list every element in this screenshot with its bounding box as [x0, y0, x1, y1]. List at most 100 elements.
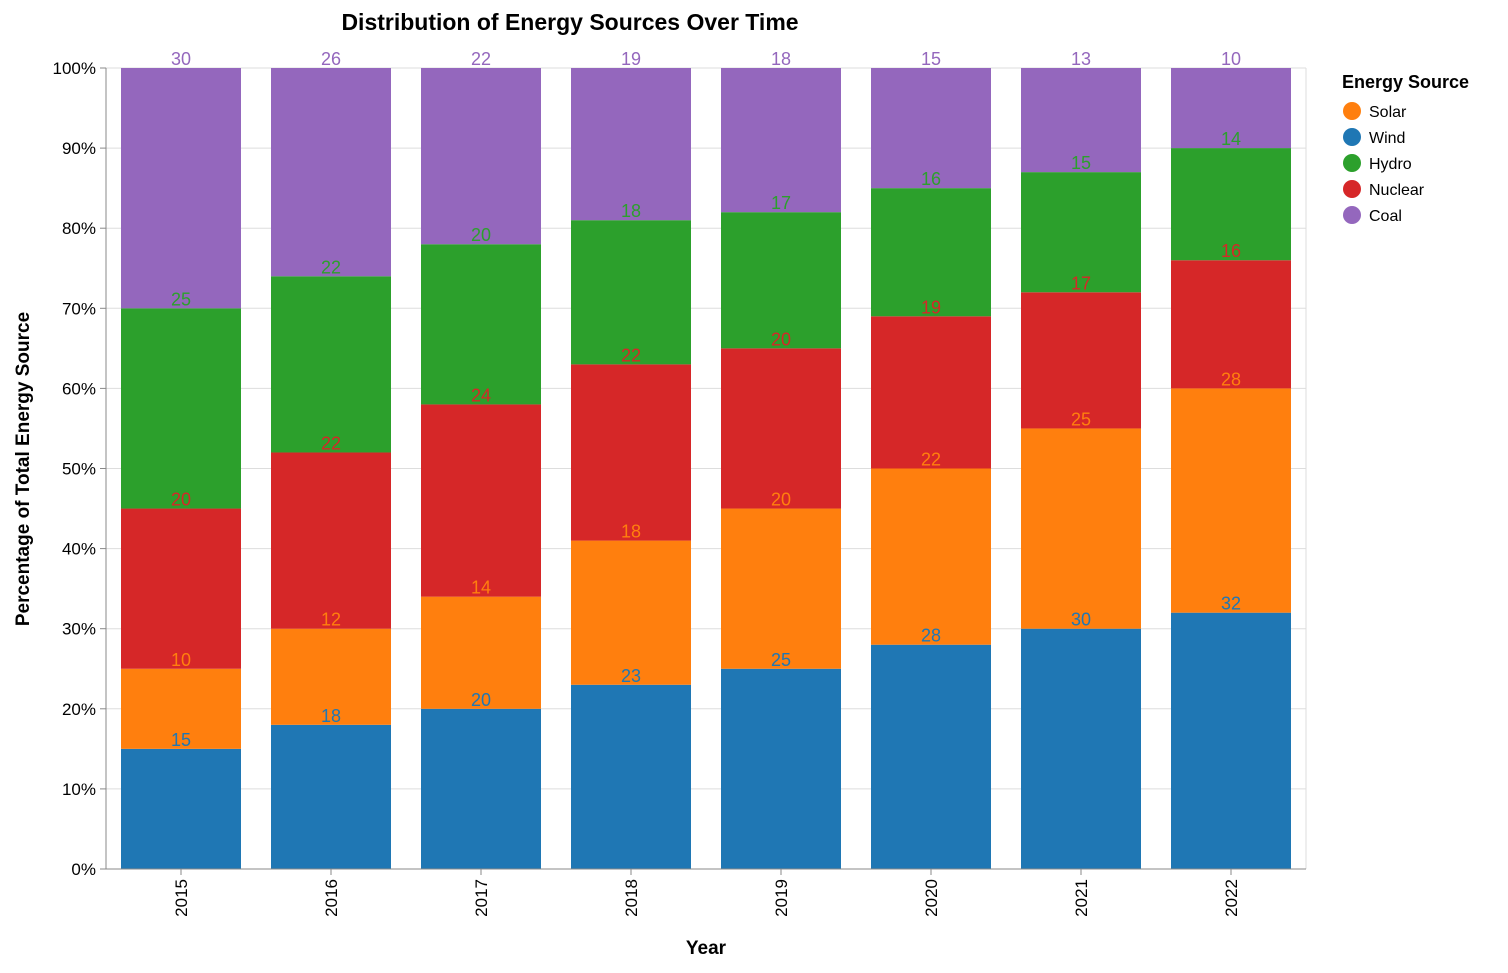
data-label-solar-2021: 25 — [1071, 409, 1091, 429]
x-tick-label: 2017 — [472, 879, 491, 917]
data-label-hydro-2020: 16 — [921, 169, 941, 189]
bar-segment-hydro-2015 — [121, 308, 241, 509]
bar-segment-wind-2019 — [721, 668, 841, 869]
x-tick-label: 2021 — [1072, 879, 1091, 917]
bar-segment-wind-2021 — [1021, 628, 1141, 869]
legend-label-hydro: Hydro — [1369, 156, 1412, 173]
data-label-wind-2019: 25 — [771, 650, 791, 670]
data-label-solar-2018: 18 — [621, 522, 641, 542]
data-label-wind-2020: 28 — [921, 626, 941, 646]
bar-segment-nuclear-2017 — [421, 404, 541, 597]
data-label-coal-2015: 30 — [171, 49, 191, 69]
bar-segment-hydro-2018 — [571, 220, 691, 365]
legend-label-coal: Coal — [1369, 208, 1402, 225]
x-tick-label: 2018 — [622, 879, 641, 917]
bar-segment-solar-2020 — [871, 468, 991, 645]
data-label-solar-2015: 10 — [171, 650, 191, 670]
data-label-nuclear-2015: 20 — [171, 490, 191, 510]
data-label-coal-2017: 22 — [471, 49, 491, 69]
data-label-nuclear-2021: 17 — [1071, 273, 1091, 293]
data-label-solar-2016: 12 — [321, 610, 341, 630]
y-tick-label: 10% — [62, 780, 96, 799]
x-axis-title: Year — [686, 938, 727, 959]
data-label-nuclear-2020: 19 — [921, 297, 941, 317]
data-label-coal-2016: 26 — [321, 49, 341, 69]
bar-segment-solar-2022 — [1171, 388, 1291, 613]
y-tick-label: 30% — [62, 620, 96, 639]
data-label-solar-2022: 28 — [1221, 369, 1241, 389]
bar-segment-coal-2017 — [421, 68, 541, 245]
y-tick-label: 90% — [62, 139, 96, 158]
legend-title: Energy Source — [1342, 72, 1469, 92]
data-label-hydro-2016: 22 — [321, 257, 341, 277]
chart-title: Distribution of Energy Sources Over Time — [341, 9, 798, 35]
data-labels-layer: 15 10 20 25 30 18 12 22 22 26 20 14 24 20 22 23 18 22 18 19… — [171, 49, 1241, 750]
data-label-coal-2018: 19 — [621, 49, 641, 69]
y-tick-label: 60% — [62, 379, 96, 398]
bar-segment-wind-2018 — [571, 684, 691, 869]
data-label-hydro-2019: 17 — [771, 193, 791, 213]
bar-segment-wind-2020 — [871, 644, 991, 869]
x-tick-label: 2019 — [772, 879, 791, 917]
data-label-wind-2015: 15 — [171, 730, 191, 750]
bar-segment-solar-2021 — [1021, 428, 1141, 629]
bar-segment-hydro-2016 — [271, 276, 391, 453]
bar-segment-coal-2016 — [271, 68, 391, 277]
data-label-hydro-2018: 18 — [621, 201, 641, 221]
data-label-wind-2021: 30 — [1071, 610, 1091, 630]
bar-segment-hydro-2022 — [1171, 148, 1291, 261]
bar-segment-nuclear-2020 — [871, 316, 991, 469]
axes-layer: 0%10%20%30%40%50%60%70%80%90%100%2015 201… — [53, 59, 1306, 917]
bar-segment-solar-2018 — [571, 540, 691, 685]
y-tick-label: 20% — [62, 700, 96, 719]
legend: Energy Source Solar Wind Hydro Nuclear Coal — [1342, 72, 1469, 225]
bar-segment-hydro-2020 — [871, 188, 991, 317]
bar-segment-solar-2017 — [421, 596, 541, 709]
bar-segment-wind-2016 — [271, 724, 391, 869]
data-label-wind-2018: 23 — [621, 666, 641, 686]
data-label-hydro-2015: 25 — [171, 289, 191, 309]
y-axis-title: Percentage of Total Energy Source — [13, 312, 34, 626]
data-label-hydro-2022: 14 — [1221, 129, 1241, 149]
data-label-hydro-2021: 15 — [1071, 153, 1091, 173]
data-label-coal-2020: 15 — [921, 49, 941, 69]
data-label-coal-2022: 10 — [1221, 49, 1241, 69]
y-tick-label: 100% — [53, 59, 96, 78]
bar-segment-wind-2022 — [1171, 612, 1291, 869]
bar-segment-nuclear-2021 — [1021, 292, 1141, 429]
bar-segment-wind-2015 — [121, 748, 241, 869]
bar-segment-nuclear-2015 — [121, 508, 241, 669]
bars-layer — [121, 68, 1291, 869]
bar-segment-coal-2021 — [1021, 68, 1141, 173]
data-label-nuclear-2016: 22 — [321, 433, 341, 453]
bar-segment-nuclear-2019 — [721, 348, 841, 509]
data-label-solar-2017: 14 — [471, 578, 491, 598]
x-tick-label: 2022 — [1222, 879, 1241, 917]
legend-label-nuclear: Nuclear — [1369, 182, 1425, 199]
y-tick-label: 50% — [62, 460, 96, 479]
legend-swatch-nuclear — [1343, 180, 1361, 198]
y-tick-label: 40% — [62, 540, 96, 559]
data-label-wind-2016: 18 — [321, 706, 341, 726]
y-tick-label: 0% — [71, 860, 96, 879]
bar-segment-coal-2018 — [571, 68, 691, 221]
data-label-nuclear-2022: 16 — [1221, 241, 1241, 261]
data-label-solar-2020: 22 — [921, 450, 941, 470]
data-label-coal-2021: 13 — [1071, 49, 1091, 69]
data-label-hydro-2017: 20 — [471, 225, 491, 245]
x-tick-label: 2016 — [322, 879, 341, 917]
data-label-wind-2017: 20 — [471, 690, 491, 710]
bar-segment-coal-2020 — [871, 68, 991, 189]
y-tick-label: 70% — [62, 299, 96, 318]
x-tick-label: 2015 — [172, 879, 191, 917]
data-label-nuclear-2018: 22 — [621, 345, 641, 365]
bar-segment-coal-2015 — [121, 68, 241, 309]
bar-segment-nuclear-2022 — [1171, 260, 1291, 389]
bar-segment-solar-2015 — [121, 668, 241, 749]
bar-segment-hydro-2021 — [1021, 172, 1141, 293]
legend-items: Solar Wind Hydro Nuclear Coal — [1343, 102, 1425, 225]
bar-segment-hydro-2017 — [421, 244, 541, 405]
bar-segment-nuclear-2018 — [571, 364, 691, 541]
bar-segment-solar-2016 — [271, 628, 391, 725]
